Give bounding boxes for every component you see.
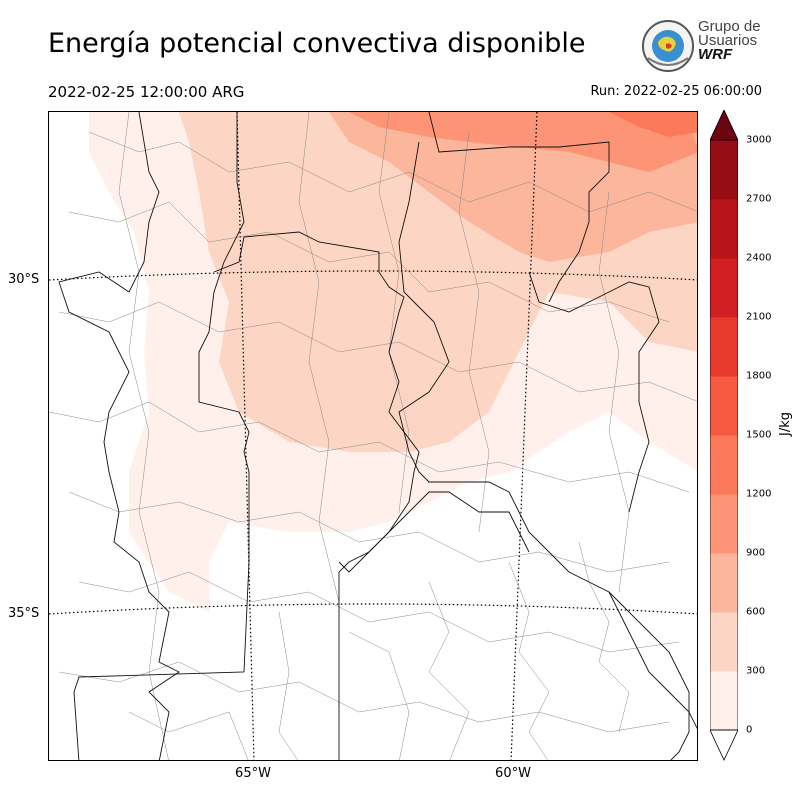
province-boundaries <box>58 112 697 760</box>
boundary-santiago <box>428 112 610 303</box>
colorbar-tick-label: 1200 <box>746 488 772 500</box>
colorbar-tick-label: 0 <box>746 724 753 736</box>
colorbar-segment <box>710 199 738 259</box>
colorbar-unit: J/kg <box>778 412 793 436</box>
colorbar-tick-label: 1800 <box>746 370 772 382</box>
graticule <box>49 112 697 760</box>
cape-shading <box>89 112 697 612</box>
colorbar-tick-label: 900 <box>746 547 766 559</box>
colorbar-segment <box>710 140 738 200</box>
colorbar <box>710 110 738 761</box>
colorbar-under-triangle <box>710 729 738 761</box>
colorbar-tick-label: 2400 <box>746 252 772 264</box>
run-time: Run: 2022-02-25 06:00:00 <box>590 84 762 99</box>
colorbar-segment <box>710 612 738 672</box>
colorbar-segment <box>710 494 738 554</box>
map-title: Energía potencial convectiva disponible <box>48 28 586 59</box>
colorbar-tick-label: 3000 <box>746 134 772 146</box>
lat-label-30s: 30°S <box>8 272 40 287</box>
department-boundaries <box>49 112 697 760</box>
lon-label-65w: 65°W <box>235 766 271 781</box>
cape-level-3 <box>349 112 697 172</box>
colorbar-tick-label: 600 <box>746 606 766 618</box>
colorbar-tick-label: 2700 <box>746 193 772 205</box>
boundary-coast <box>608 591 690 760</box>
boundary-santafe <box>398 141 697 730</box>
globe-icon <box>642 20 694 72</box>
map-panel <box>48 111 698 761</box>
colorbar-segment <box>710 553 738 613</box>
logo-line2: Usuarios <box>698 32 758 49</box>
colorbar-segment <box>710 671 738 731</box>
colorbar-tick-label: 300 <box>746 665 766 677</box>
graticule-30s <box>49 270 697 281</box>
colorbar-segment <box>710 435 738 495</box>
colorbar-frame <box>710 139 738 731</box>
boundary-mendoza-sanluis <box>73 112 250 760</box>
wrf-logo: Grupo de Usuarios WRF <box>640 18 770 74</box>
colorbar-segment <box>710 258 738 318</box>
graticule-60w <box>510 112 538 760</box>
logo-line1: Grupo de <box>698 18 761 35</box>
colorbar-segment <box>710 317 738 377</box>
colorbar-over-triangle <box>710 110 738 141</box>
valid-time: 2022-02-25 12:00:00 ARG <box>48 83 245 101</box>
boundary-buenos-aires <box>338 491 530 573</box>
graticule-65w <box>236 112 255 760</box>
cape-level-4 <box>609 112 697 137</box>
graticule-35s <box>49 603 697 615</box>
colorbar-segment <box>710 376 738 436</box>
map-canvas <box>49 112 697 760</box>
lat-label-35s: 35°S <box>8 606 40 621</box>
colorbar-tick-label: 2100 <box>746 311 772 323</box>
boundary-entrerios <box>528 271 660 513</box>
lon-label-60w: 60°W <box>495 766 531 781</box>
boundary-andes <box>58 112 180 760</box>
colorbar-tick-label: 1500 <box>746 429 772 441</box>
logo-line3: WRF <box>698 46 733 63</box>
